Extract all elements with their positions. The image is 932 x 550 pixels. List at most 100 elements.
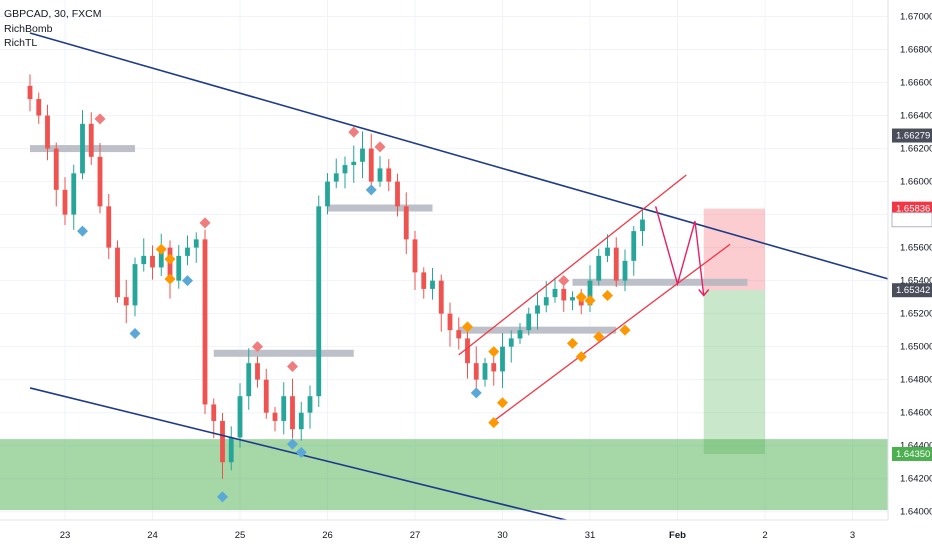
price-tick-label: 1.64800 xyxy=(900,375,932,386)
candle-body xyxy=(456,330,462,339)
position-stop-zone xyxy=(703,208,765,291)
candle-body xyxy=(517,330,523,339)
candle-body xyxy=(106,206,112,248)
candle-body xyxy=(561,288,567,301)
price-tick-label: 1.64000 xyxy=(900,507,932,518)
candle-body xyxy=(36,99,42,116)
signal-neutral xyxy=(602,289,613,301)
signal-neutral xyxy=(462,321,473,333)
candle-body xyxy=(202,239,208,405)
signal-buy xyxy=(287,438,298,450)
time-tick-label: 25 xyxy=(235,530,246,541)
candle-body xyxy=(211,404,217,421)
signal-buy xyxy=(182,275,193,287)
price-tick-label: 1.65000 xyxy=(900,342,932,353)
candle-body xyxy=(281,396,287,421)
time-tick-label: 27 xyxy=(410,530,421,541)
candle-body xyxy=(508,338,514,347)
candle-body xyxy=(123,297,129,306)
candle-body xyxy=(290,396,295,430)
candle-body xyxy=(552,288,558,298)
price-tag xyxy=(892,201,932,216)
candle-body xyxy=(526,313,532,331)
price-tick-label: 1.66200 xyxy=(900,144,932,155)
candle-body xyxy=(80,123,85,174)
price-tick-label: 1.64600 xyxy=(900,408,932,419)
channel-line xyxy=(458,174,687,356)
candle-body xyxy=(447,313,453,331)
signal-neutral xyxy=(497,397,508,409)
price-tick-label: 1.66800 xyxy=(900,45,932,56)
channel-line xyxy=(493,243,731,422)
candle-body xyxy=(88,123,94,157)
signal-layer xyxy=(77,113,631,503)
signal-neutral xyxy=(488,417,500,429)
signal-buy xyxy=(129,327,141,339)
price-tag xyxy=(892,446,932,461)
candle-body xyxy=(53,148,59,190)
candle-body xyxy=(158,247,164,268)
candle-body xyxy=(228,437,234,463)
projection-arrow xyxy=(698,289,710,297)
candle-body xyxy=(272,412,278,421)
signal-neutral xyxy=(164,253,176,265)
zone-layer xyxy=(0,208,932,511)
candle-body xyxy=(465,338,470,364)
candle-body xyxy=(395,181,400,207)
line-layer xyxy=(29,32,932,523)
candle-layer xyxy=(27,74,645,479)
indicator-richbomb[interactable]: RichBomb xyxy=(4,23,53,35)
candle-body xyxy=(500,346,505,372)
sr-level xyxy=(572,278,748,286)
price-tag-label: 1.64350 xyxy=(896,449,930,460)
legend: GBPCAD, 30, FXCM RichBomb RichTL xyxy=(4,8,101,49)
candle-body xyxy=(587,280,593,306)
time-tick-label: 23 xyxy=(60,530,71,541)
signal-buy xyxy=(470,387,482,399)
candle-body xyxy=(403,206,409,240)
candle-body xyxy=(605,247,610,256)
candle-body xyxy=(255,363,260,380)
price-tick-label: 1.65200 xyxy=(900,309,932,320)
sr-level xyxy=(458,326,617,334)
signal-sell xyxy=(558,275,570,287)
candle-body xyxy=(298,412,304,430)
candle-body xyxy=(535,305,540,314)
price-axis[interactable]: 1.67000 1.66800 1.66600 1.66400 1.66200 1.660… xyxy=(887,0,932,550)
candle-body xyxy=(132,264,138,306)
time-tick-label: 2 xyxy=(762,530,767,541)
price-tick-label: 1.65400 xyxy=(900,276,932,287)
candle-body xyxy=(473,363,479,380)
candle-body xyxy=(246,363,252,397)
candle-body xyxy=(150,255,155,268)
signal-buy xyxy=(365,184,377,196)
price-tick-label: 1.66400 xyxy=(900,111,932,122)
price-tick-label: 1.67000 xyxy=(900,12,932,23)
signal-sell xyxy=(287,360,298,372)
candle-body xyxy=(45,115,50,149)
candle-body xyxy=(622,260,628,281)
signal-sell xyxy=(199,217,211,229)
signal-sell xyxy=(94,113,106,125)
position-target-zone xyxy=(703,290,765,454)
indicator-richtl[interactable]: RichTL xyxy=(4,37,37,49)
price-tag-label: 1.65769 xyxy=(896,215,930,226)
time-tick-label: 3 xyxy=(850,530,855,541)
signal-neutral xyxy=(619,324,631,336)
candle-body xyxy=(62,189,68,215)
signal-neutral xyxy=(155,243,167,255)
signal-neutral xyxy=(575,291,587,303)
trendline xyxy=(29,32,932,293)
candle-body xyxy=(543,297,549,306)
candle-body xyxy=(377,168,383,182)
candle-body xyxy=(438,280,444,314)
candle-body xyxy=(421,272,427,289)
price-tag-label: 1.65836 xyxy=(896,204,930,215)
price-tick-label: 1.66600 xyxy=(900,78,932,89)
candle-body xyxy=(27,85,33,100)
price-tick-label: 1.65600 xyxy=(900,243,932,254)
time-axis[interactable]: 23 24 25 26 27 30 31 Feb 2 3 xyxy=(0,519,932,550)
